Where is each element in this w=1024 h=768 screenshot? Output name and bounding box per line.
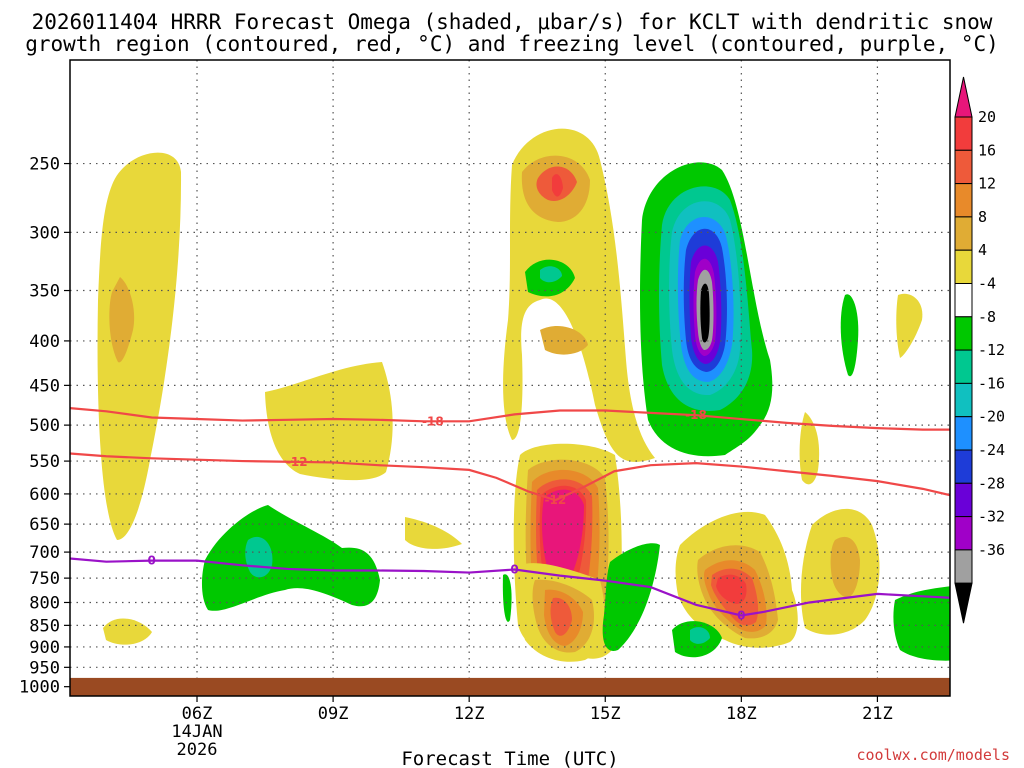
x-tick-label: 21Z: [862, 704, 893, 724]
y-tick-label: 1000: [19, 678, 60, 698]
y-tick-label: 500: [29, 416, 60, 436]
colorbar-label: -4: [978, 275, 996, 293]
contour-label: 0: [510, 562, 518, 576]
colorbar-label: -20: [978, 408, 1005, 426]
x-tick-year: 2026: [177, 740, 218, 760]
colorbar-label: -16: [978, 374, 1005, 392]
colorbar-label: -8: [978, 308, 996, 326]
omega-descent-20z: [840, 294, 859, 377]
omega-descent-17z-core: [700, 283, 710, 343]
x-tick-date: 14JAN: [171, 722, 222, 742]
colorbar-label: -36: [978, 541, 1005, 559]
x-tick-label: 15Z: [590, 704, 621, 724]
colorbar-label: 16: [978, 141, 996, 159]
colorbar-swatch: [954, 116, 973, 151]
colorbar-swatch: [954, 316, 973, 351]
omega-descent-1730z-core: [690, 627, 710, 644]
omega-blob-05z-low: [103, 618, 152, 645]
y-tick-label: 350: [29, 282, 60, 302]
y-tick-label: 850: [29, 616, 60, 636]
contour-label: 0: [147, 554, 155, 568]
omega-descent-08z: [201, 505, 380, 611]
colorbar-top-arrow: [954, 76, 973, 118]
colorbar-swatch: [954, 416, 973, 451]
omega-plume-14z-main-peak: [541, 489, 584, 588]
plot-area: -18 -18 -12 -12 0 0 0: [70, 60, 950, 696]
contour-line: [70, 452, 950, 502]
contour-label: -18: [685, 408, 707, 422]
omega-ascent-21z-upper: [896, 293, 923, 358]
colorbar-label: 8: [978, 208, 987, 226]
x-tick-label: 06Z: [182, 704, 213, 724]
omega-blob-14z-mid: [540, 325, 588, 355]
y-tick-label: 900: [29, 638, 60, 658]
y-tick-label: 950: [29, 658, 60, 678]
chart-title-line-1: 2026011404 HRRR Forecast Omega (shaded, …: [32, 10, 993, 34]
colorbar-swatch: [954, 349, 973, 384]
chart-title-line-2: growth region (contoured, red, °C) and f…: [25, 32, 999, 56]
y-tick-label: 600: [29, 485, 60, 505]
contour-label: -12: [286, 455, 308, 469]
contour-line: [70, 557, 950, 617]
y-tick-label: 550: [29, 452, 60, 472]
colorbar-swatch: [954, 449, 973, 484]
colorbar-label: -24: [978, 441, 1005, 459]
omega-ascent-19z: [799, 412, 820, 485]
plot-frame: [69, 59, 951, 697]
contour-line: [70, 407, 950, 431]
omega-blob-09z: [265, 362, 393, 481]
x-tick-label: 09Z: [318, 704, 349, 724]
colorbar-swatch: [954, 482, 973, 518]
contour-label: -18: [422, 414, 444, 428]
colorbar-label: -28: [978, 474, 1005, 492]
omega-descent-22z: [893, 586, 950, 661]
x-axis-title: Forecast Time (UTC): [401, 748, 618, 768]
omega-plume-14z-low-peak: [550, 597, 572, 636]
contour-label: -12: [545, 493, 567, 507]
y-tick-label: 650: [29, 515, 60, 535]
colorbar-swatch: [954, 149, 973, 185]
omega-descent-14z-upper-core: [540, 266, 562, 283]
colorbar-label: 4: [978, 241, 987, 259]
omega-blob-11z: [405, 517, 462, 549]
x-tick-label: 12Z: [454, 704, 485, 724]
colorbar-swatch: [954, 516, 973, 551]
colorbar-label: -32: [978, 508, 1005, 526]
y-tick-label: 700: [29, 543, 60, 563]
y-tick-label: 750: [29, 569, 60, 589]
omega-colorbar: 20 16 12 8 4 -4 -8 -12 -16 -20 -24 -28 -32 -36: [954, 76, 1005, 624]
colorbar-swatch: [954, 216, 973, 251]
y-tick-label: 800: [29, 593, 60, 613]
colorbar-label: 20: [978, 108, 996, 126]
omega-plume-14z-upper-peak: [552, 174, 563, 197]
omega-descent-13z: [502, 574, 512, 622]
y-tick-label: 250: [29, 155, 60, 175]
colorbar-swatch: [954, 382, 973, 418]
omega-ascent-18z-peak: [716, 574, 747, 604]
temperature-contours: -18 -18 -12 -12 0 0 0: [70, 407, 950, 622]
omega-descent-15z: [602, 543, 660, 651]
colorbar-swatch: [954, 549, 973, 584]
colorbar-bottom-arrow: [954, 582, 973, 624]
y-tick-label: 300: [29, 223, 60, 243]
x-tick-label: 18Z: [726, 704, 757, 724]
contour-label: 0: [737, 608, 745, 622]
colorbar-swatch: [954, 283, 973, 318]
omega-plume-05z-weak: [97, 152, 182, 540]
colorbar-swatch: [954, 183, 973, 218]
colorbar-label: 12: [978, 175, 996, 193]
colorbar-swatch: [954, 249, 973, 284]
y-tick-label: 400: [29, 332, 60, 352]
colorbar-label: -12: [978, 341, 1005, 359]
omega-shading: [97, 128, 950, 662]
ground-surface: [70, 677, 950, 696]
y-tick-label: 450: [29, 376, 60, 396]
credit-text: coolwx.com/models: [856, 746, 1010, 764]
y-axis: 2503003504004505005506006507007508008509…: [19, 155, 70, 698]
